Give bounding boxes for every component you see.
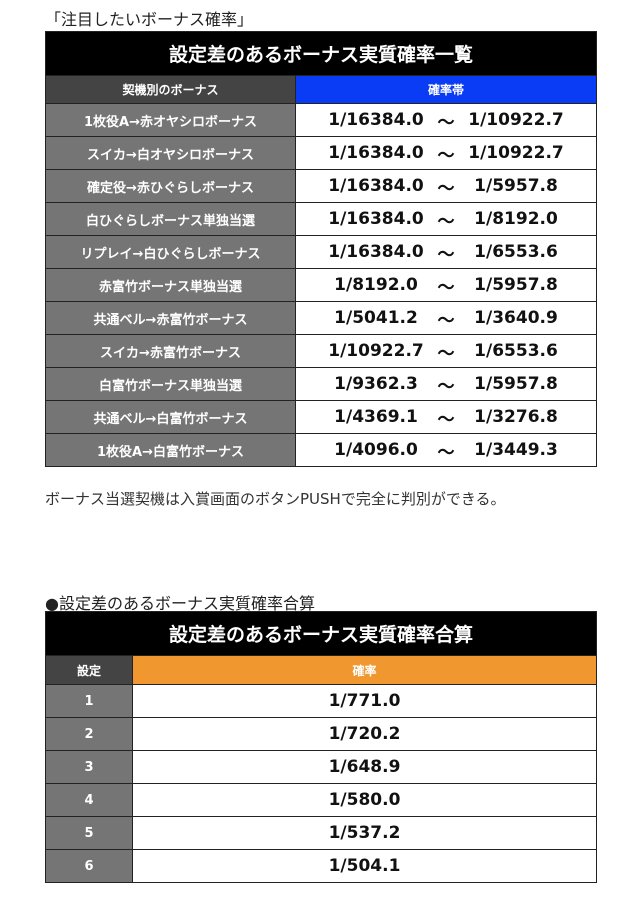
tilde: ～ xyxy=(437,178,455,199)
range-to: 1/10922.7 xyxy=(468,110,564,130)
trigger-label: 確定役→赤ひぐらしボーナス xyxy=(45,169,296,203)
trigger-label: スイカ→赤富竹ボーナス xyxy=(45,334,296,368)
tilde: ～ xyxy=(437,112,455,133)
column-header-probability: 確率 xyxy=(131,655,598,685)
range-from: 1/10922.7 xyxy=(328,341,424,361)
table-row: 6 1/504.1 xyxy=(45,849,598,883)
probability-value: 1/580.0 xyxy=(131,783,598,817)
note-text: ボーナス当選契機は入賞画面のボタンPUSHで完全に判別ができる。 xyxy=(45,490,506,508)
probability-value: 1/537.2 xyxy=(131,816,598,850)
table-row: 白ひぐらしボーナス単独当選 1/16384.0 ～ 1/8192.0 xyxy=(45,202,598,236)
table-row: リプレイ→白ひぐらしボーナス 1/16384.0 ～ 1/6553.6 xyxy=(45,235,598,269)
setting-label: 4 xyxy=(45,783,133,817)
probability-value: 1/720.2 xyxy=(131,717,598,751)
tilde: ～ xyxy=(437,145,455,166)
probability-range: 1/16384.0 ～ 1/10922.7 xyxy=(294,136,598,170)
range-to: 1/5957.8 xyxy=(474,275,558,295)
range-from: 1/16384.0 xyxy=(328,209,424,229)
table-row: スイカ→白オヤシロボーナス 1/16384.0 ～ 1/10922.7 xyxy=(45,136,598,170)
setting-label: 3 xyxy=(45,750,133,784)
setting-label: 2 xyxy=(45,717,133,751)
range-from: 1/4369.1 xyxy=(334,407,418,427)
probability-range: 1/9362.3 ～ 1/5957.8 xyxy=(294,367,598,401)
probability-range: 1/16384.0 ～ 1/10922.7 xyxy=(294,103,598,137)
table-row: 5 1/537.2 xyxy=(45,816,598,850)
setting-label: 1 xyxy=(45,684,133,718)
table-row: 1枚役A→赤オヤシロボーナス 1/16384.0 ～ 1/10922.7 xyxy=(45,103,598,137)
range-from: 1/16384.0 xyxy=(328,176,424,196)
table-row: 共通ベル→赤富竹ボーナス 1/5041.2 ～ 1/3640.9 xyxy=(45,301,598,335)
section-heading-2: ●設定差のあるボーナス実質確率合算 xyxy=(45,594,315,613)
table-title: 設定差のあるボーナス実質確率合算 xyxy=(44,611,598,656)
probability-value: 1/771.0 xyxy=(131,684,598,718)
probability-value: 1/648.9 xyxy=(131,750,598,784)
table-row: 4 1/580.0 xyxy=(45,783,598,817)
range-from: 1/16384.0 xyxy=(328,143,424,163)
range-to: 1/5957.8 xyxy=(474,374,558,394)
trigger-label: 赤富竹ボーナス単独当選 xyxy=(45,268,296,302)
range-from: 1/5041.2 xyxy=(334,308,418,328)
table-row: 2 1/720.2 xyxy=(45,717,598,751)
probability-range: 1/4096.0 ～ 1/3449.3 xyxy=(294,433,598,467)
table-row: スイカ→赤富竹ボーナス 1/10922.7 ～ 1/6553.6 xyxy=(45,334,598,368)
range-to: 1/3276.8 xyxy=(474,407,558,427)
tilde: ～ xyxy=(437,409,455,430)
range-to: 1/6553.6 xyxy=(474,242,558,262)
trigger-label: 共通ベル→赤富竹ボーナス xyxy=(45,301,296,335)
probability-range: 1/16384.0 ～ 1/5957.8 xyxy=(294,169,598,203)
table-row: 1 1/771.0 xyxy=(45,684,598,718)
table-row: 3 1/648.9 xyxy=(45,750,598,784)
setting-label: 5 xyxy=(45,816,133,850)
bonus-probability-table: 設定差のあるボーナス実質確率一覧 契機別のボーナス 確率帯 1枚役A→赤オヤシロボ… xyxy=(44,31,598,467)
table-row: 共通ベル→白富竹ボーナス 1/4369.1 ～ 1/3276.8 xyxy=(45,400,598,434)
table-title: 設定差のあるボーナス実質確率一覧 xyxy=(44,31,598,76)
range-to: 1/3449.3 xyxy=(474,440,558,460)
trigger-label: 1枚役A→白富竹ボーナス xyxy=(45,433,296,467)
probability-range: 1/16384.0 ～ 1/6553.6 xyxy=(294,235,598,269)
trigger-label: 白ひぐらしボーナス単独当選 xyxy=(45,202,296,236)
trigger-label: 共通ベル→白富竹ボーナス xyxy=(45,400,296,434)
range-from: 1/16384.0 xyxy=(328,110,424,130)
trigger-label: 1枚役A→赤オヤシロボーナス xyxy=(45,103,296,137)
section-heading-1: 「注目したいボーナス確率」 xyxy=(45,10,254,29)
probability-range: 1/16384.0 ～ 1/8192.0 xyxy=(294,202,598,236)
range-to: 1/10922.7 xyxy=(468,143,564,163)
tilde: ～ xyxy=(437,211,455,232)
combined-probability-table: 設定差のあるボーナス実質確率合算 設定 確率 1 1/771.0 2 1/720.2 3 1… xyxy=(44,611,598,883)
range-from: 1/4096.0 xyxy=(334,440,418,460)
column-header-setting: 設定 xyxy=(45,655,133,685)
tilde: ～ xyxy=(437,310,455,331)
trigger-label: リプレイ→白ひぐらしボーナス xyxy=(45,235,296,269)
range-from: 1/8192.0 xyxy=(334,275,418,295)
trigger-label: スイカ→白オヤシロボーナス xyxy=(45,136,296,170)
probability-range: 1/8192.0 ～ 1/5957.8 xyxy=(294,268,598,302)
probability-range: 1/10922.7 ～ 1/6553.6 xyxy=(294,334,598,368)
tilde: ～ xyxy=(437,343,455,364)
tilde: ～ xyxy=(437,244,455,265)
table-row: 赤富竹ボーナス単独当選 1/8192.0 ～ 1/5957.8 xyxy=(45,268,598,302)
probability-range: 1/5041.2 ～ 1/3640.9 xyxy=(294,301,598,335)
setting-label: 6 xyxy=(45,849,133,883)
range-to: 1/3640.9 xyxy=(474,308,558,328)
range-from: 1/9362.3 xyxy=(334,374,418,394)
range-to: 1/5957.8 xyxy=(474,176,558,196)
table-row: 白富竹ボーナス単独当選 1/9362.3 ～ 1/5957.8 xyxy=(45,367,598,401)
trigger-label: 白富竹ボーナス単独当選 xyxy=(45,367,296,401)
column-header-trigger: 契機別のボーナス xyxy=(45,75,296,104)
probability-value: 1/504.1 xyxy=(131,849,598,883)
range-to: 1/8192.0 xyxy=(474,209,558,229)
tilde: ～ xyxy=(437,277,455,298)
range-from: 1/16384.0 xyxy=(328,242,424,262)
table-row: 1枚役A→白富竹ボーナス 1/4096.0 ～ 1/3449.3 xyxy=(45,433,598,467)
tilde: ～ xyxy=(437,442,455,463)
column-header-range: 確率帯 xyxy=(294,75,598,104)
range-to: 1/6553.6 xyxy=(474,341,558,361)
probability-range: 1/4369.1 ～ 1/3276.8 xyxy=(294,400,598,434)
table-row: 確定役→赤ひぐらしボーナス 1/16384.0 ～ 1/5957.8 xyxy=(45,169,598,203)
tilde: ～ xyxy=(437,376,455,397)
